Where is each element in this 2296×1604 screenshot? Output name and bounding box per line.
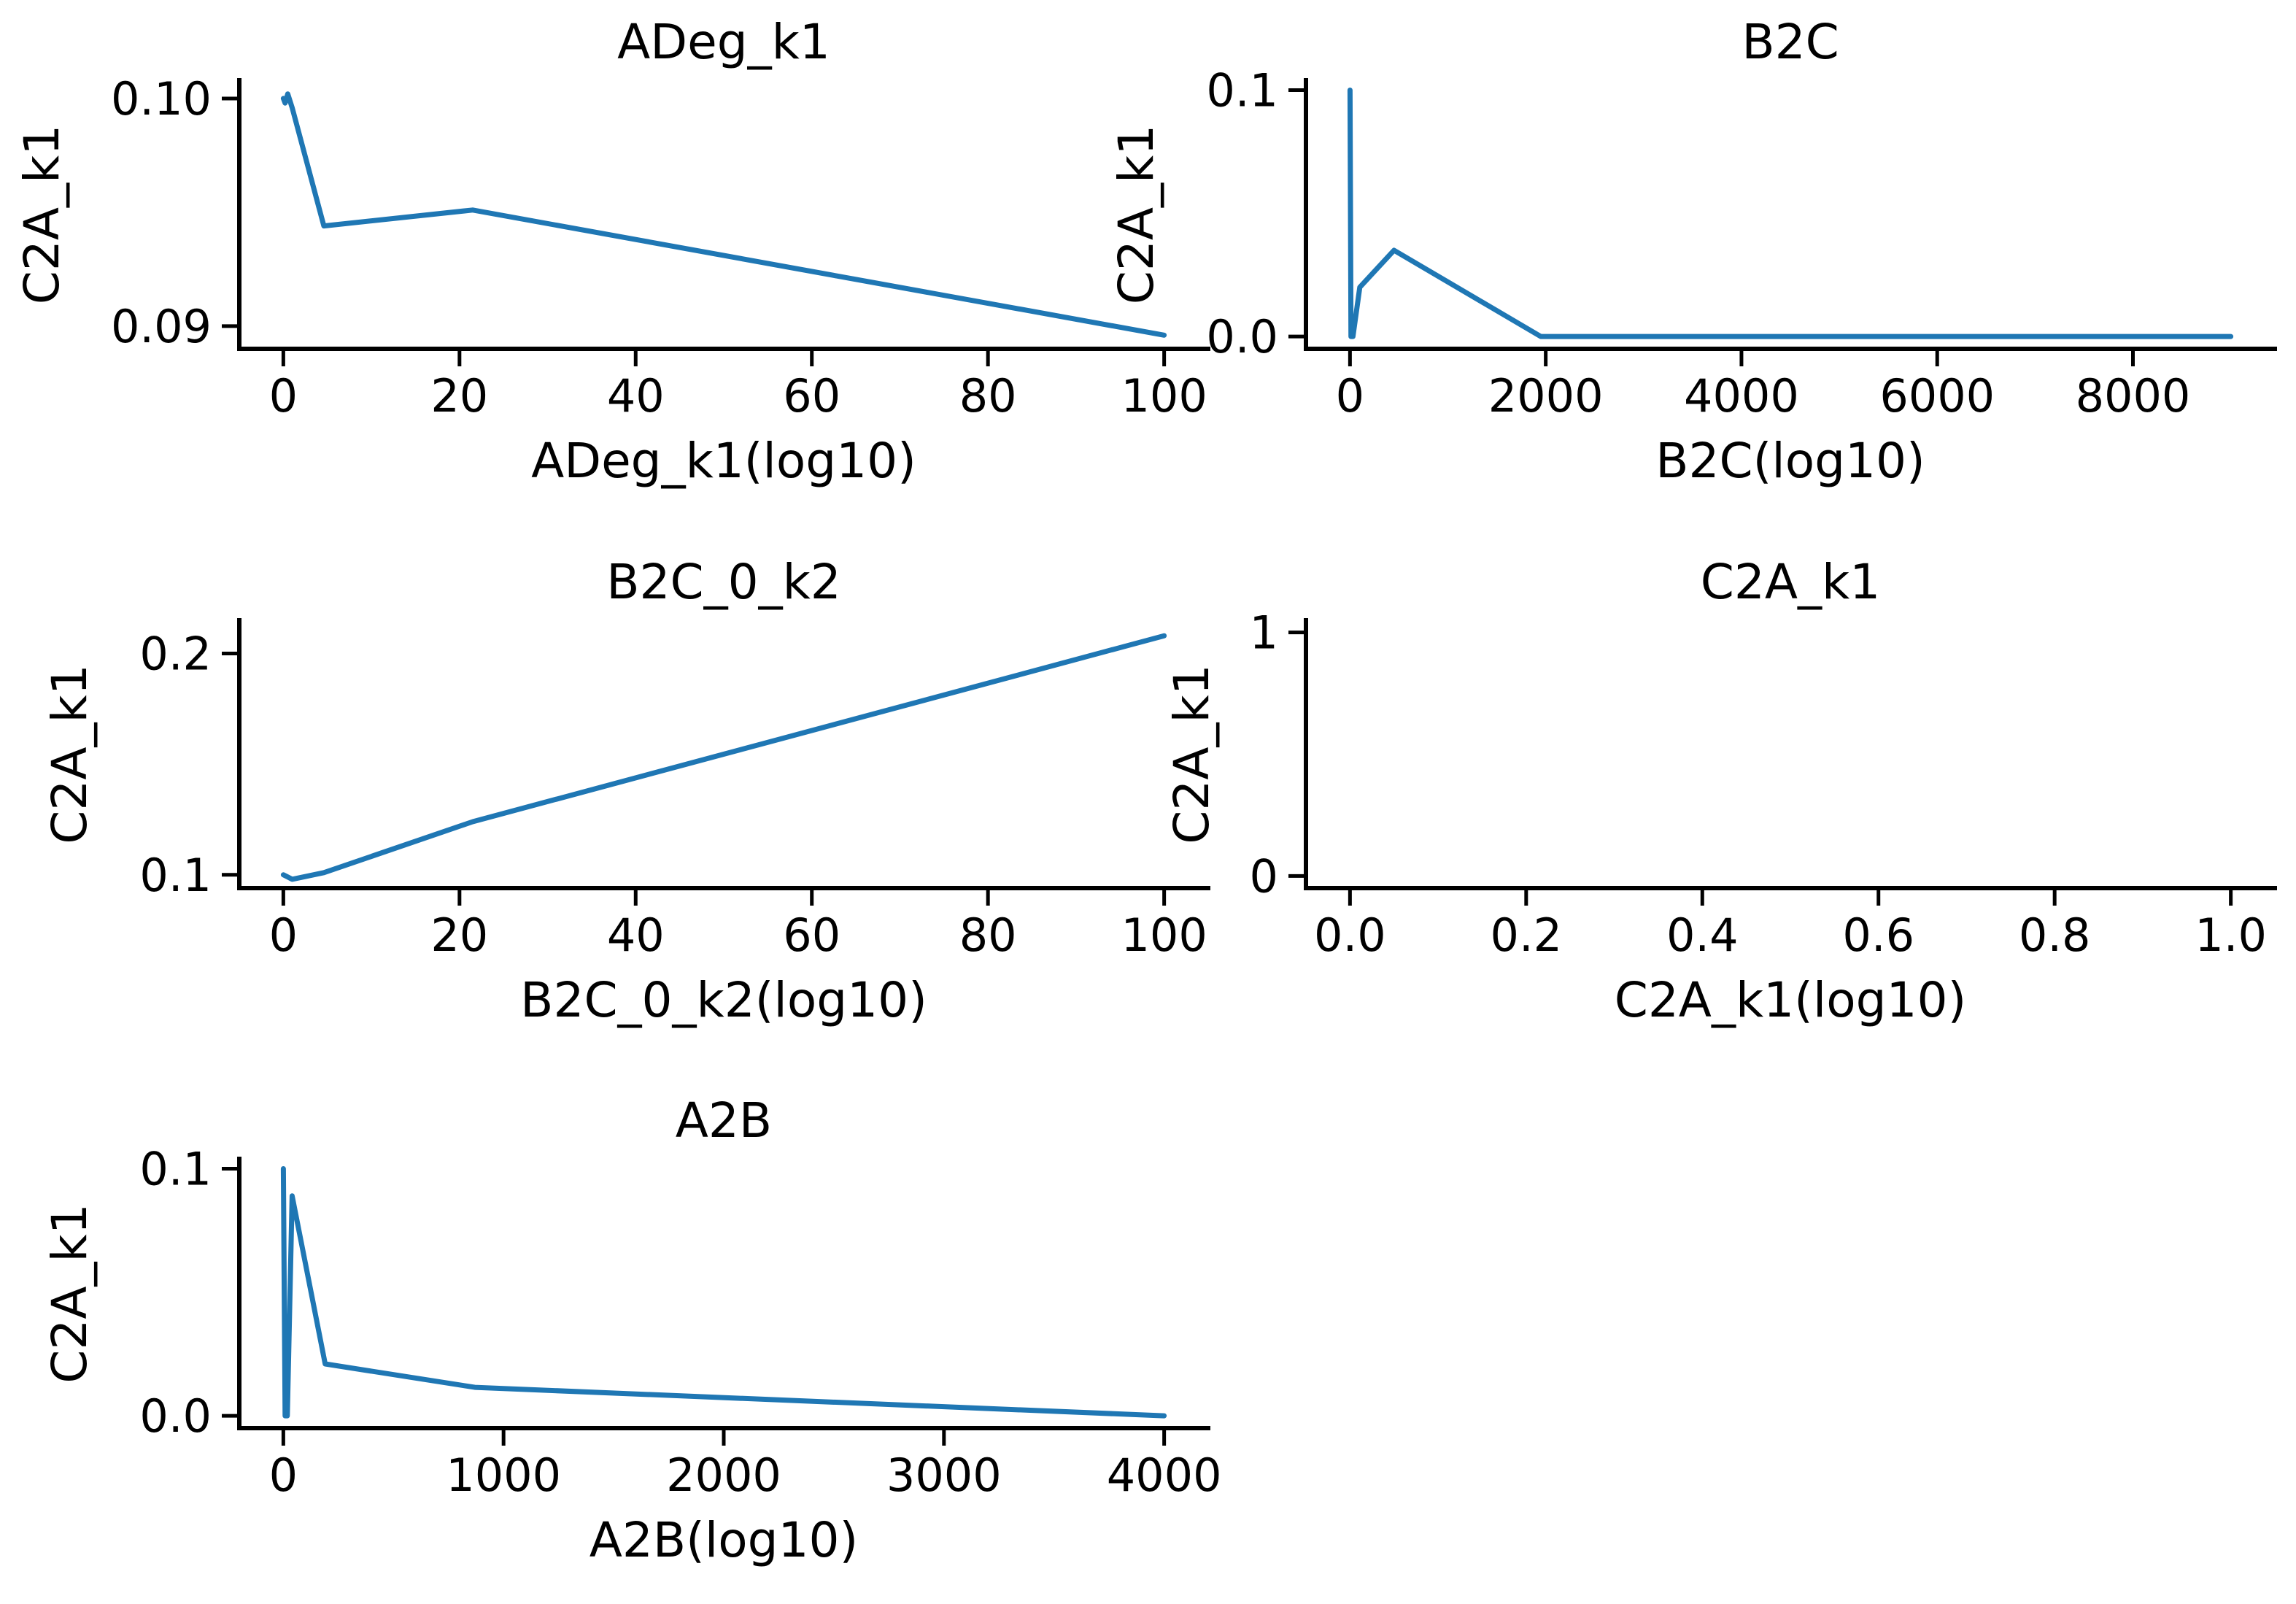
x-tick-label: 4000	[1107, 1449, 1222, 1502]
y-tick-label: 0.1	[139, 1143, 212, 1196]
y-axis-label: C2A_k1	[42, 1203, 98, 1383]
x-tick-label: 100	[1121, 909, 1207, 962]
x-axis-label: C2A_k1(log10)	[1615, 972, 1967, 1028]
subplot-title: C2A_k1	[1701, 554, 1880, 610]
x-tick-label: 1000	[446, 1449, 561, 1502]
subplot-2: B2C 0 2000 4000 6000 8000 0.0 0.1 B2C(log10) C2A_…	[1108, 14, 2277, 489]
x-tick-label: 0.6	[1842, 909, 1914, 962]
x-tick-label: 0.2	[1491, 909, 1563, 962]
x-tick-label: 2000	[1488, 369, 1604, 423]
y-tick-label: 0.1	[139, 849, 212, 902]
y-tick-label: 0.0	[1206, 310, 1278, 363]
x-tick-label: 40	[607, 909, 665, 962]
y-tick-label: 0.0	[139, 1389, 212, 1443]
x-tick-label: 80	[959, 369, 1017, 423]
subplot-title: ADeg_k1	[617, 14, 830, 70]
x-tick-label: 3000	[886, 1449, 1002, 1502]
y-tick-label: 0.1	[1206, 64, 1278, 117]
y-axis-label: C2A_k1	[14, 125, 70, 304]
x-tick-label: 20	[430, 909, 488, 962]
x-tick-label: 80	[959, 909, 1017, 962]
x-tick-label: 0	[269, 909, 298, 962]
x-tick-label: 40	[607, 369, 665, 423]
y-axis-label: C2A_k1	[1108, 125, 1164, 304]
subplot-4: C2A_k1 0.0 0.2 0.4 0.6 0.8 1.0 0 1 C2A_k1(log10) C…	[1164, 554, 2277, 1028]
series-line	[280, 633, 1167, 882]
x-tick-label: 0	[269, 1449, 298, 1502]
x-tick-label: 60	[783, 909, 840, 962]
subplot-title: A2B	[676, 1092, 772, 1149]
subplot-3: B2C_0_k2 0 20 40 60 80 100 0.1 0.2 B2C_0_k2(log10…	[42, 554, 1210, 1028]
x-tick-label: 2000	[666, 1449, 781, 1502]
x-tick-label: 20	[430, 369, 488, 423]
subplot-5: A2B 0 1000 2000 3000 4000 0.0 0.1 A2B(log10) C2A_…	[42, 1092, 1222, 1568]
series-line	[1347, 88, 2234, 339]
y-tick-label: 0.10	[111, 72, 212, 126]
x-tick-label: 4000	[1684, 369, 1799, 423]
x-tick-label: 60	[783, 369, 840, 423]
y-axis-label: C2A_k1	[42, 664, 98, 844]
x-tick-label: 0	[1336, 369, 1364, 423]
x-tick-label: 0.0	[1314, 909, 1386, 962]
y-tick-label: 1	[1250, 606, 1278, 660]
subplot-title: B2C	[1742, 14, 1839, 70]
x-tick-label: 1.0	[2195, 909, 2267, 962]
y-tick-label: 0.2	[139, 627, 212, 680]
x-tick-label: 0.4	[1666, 909, 1739, 962]
x-tick-label: 8000	[2076, 369, 2191, 423]
x-axis-label: B2C(log10)	[1655, 433, 1925, 489]
x-axis-label: ADeg_k1(log10)	[531, 433, 916, 489]
y-tick-label: 0.09	[111, 300, 212, 353]
subplot-title: B2C_0_k2	[606, 554, 841, 610]
subplot-1: ADeg_k1 0 20 40 60 80 100 0.09 0.10 ADeg_k1(log10…	[14, 14, 1210, 489]
x-tick-label: 0	[269, 369, 298, 423]
x-tick-label: 6000	[1879, 369, 1995, 423]
x-axis-label: B2C_0_k2(log10)	[520, 972, 927, 1028]
x-tick-label: 100	[1121, 369, 1207, 423]
series-line	[280, 91, 1167, 338]
series-line	[280, 1166, 1167, 1419]
y-tick-label: 0	[1250, 849, 1278, 903]
y-axis-label: C2A_k1	[1164, 664, 1220, 844]
x-tick-label: 0.8	[2019, 909, 2091, 962]
x-axis-label: A2B(log10)	[590, 1512, 859, 1568]
